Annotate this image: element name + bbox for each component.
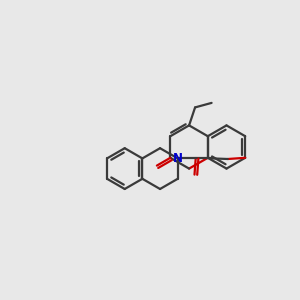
- Text: N: N: [173, 152, 183, 165]
